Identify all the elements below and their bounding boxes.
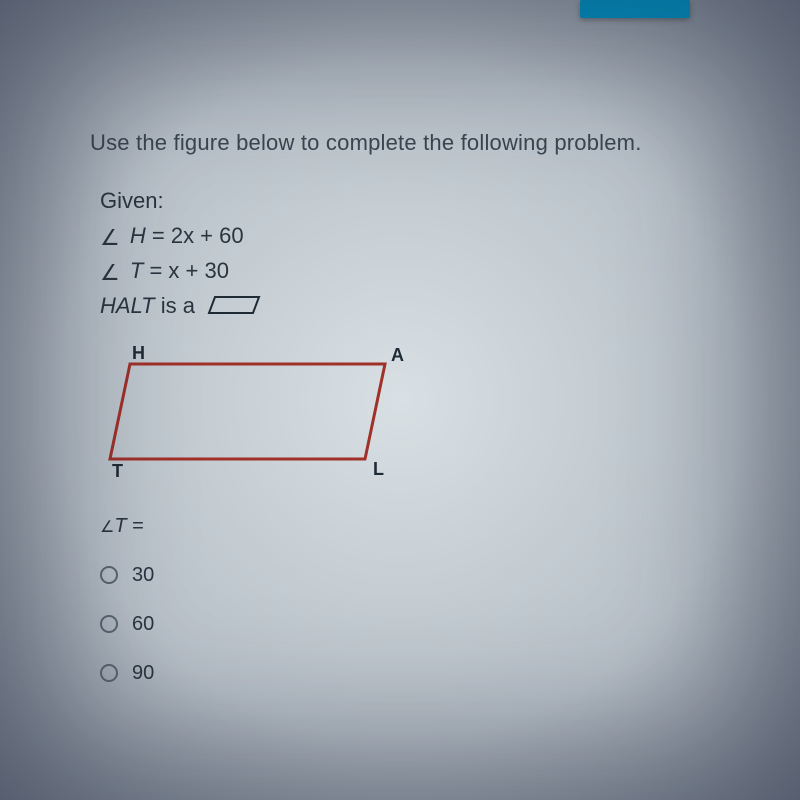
given-line-2: ∠ T = x + 30 [100,254,710,287]
worksheet-page: Use the figure below to complete the fol… [0,0,800,800]
given-is-a: is a [155,293,201,318]
angle-icon: ∠ [100,221,120,254]
options-group: 30 60 90 [100,564,710,685]
question-line: ∠T = [100,515,710,538]
svg-text:A: A [391,345,404,365]
given-label: Given: [100,184,710,217]
figure: H A T L [100,344,710,489]
angle-icon: ∠ [100,256,120,289]
svg-text:T: T [112,461,123,481]
given-var-T: T [130,258,143,283]
given-line-1: ∠ H = 2x + 60 [100,219,710,252]
radio-icon [100,615,118,633]
given-expr-T: = x + 30 [149,258,229,283]
option-label: 30 [132,564,154,587]
svg-text:L: L [373,459,384,479]
given-line-3: HALT is a [100,289,710,324]
given-var-H: H [130,223,146,248]
angle-small-icon: ∠ [100,519,114,536]
radio-icon [100,566,118,584]
option-30[interactable]: 30 [100,564,710,587]
option-90[interactable]: 90 [100,662,710,685]
option-label: 60 [132,613,154,636]
given-block: Given: ∠ H = 2x + 60 ∠ T = x + 30 HALT i… [100,184,710,324]
option-60[interactable]: 60 [100,613,710,636]
parallelogram-icon [207,291,261,324]
question-equals: = [127,515,144,537]
parallelogram-figure: H A T L [100,344,410,484]
question-var: T [114,515,126,537]
given-expr-H: = 2x + 60 [152,223,244,248]
radio-icon [100,664,118,682]
instruction-text: Use the figure below to complete the fol… [90,130,710,156]
given-halt: HALT [100,293,155,318]
option-label: 90 [132,662,154,685]
svg-text:H: H [132,344,145,363]
